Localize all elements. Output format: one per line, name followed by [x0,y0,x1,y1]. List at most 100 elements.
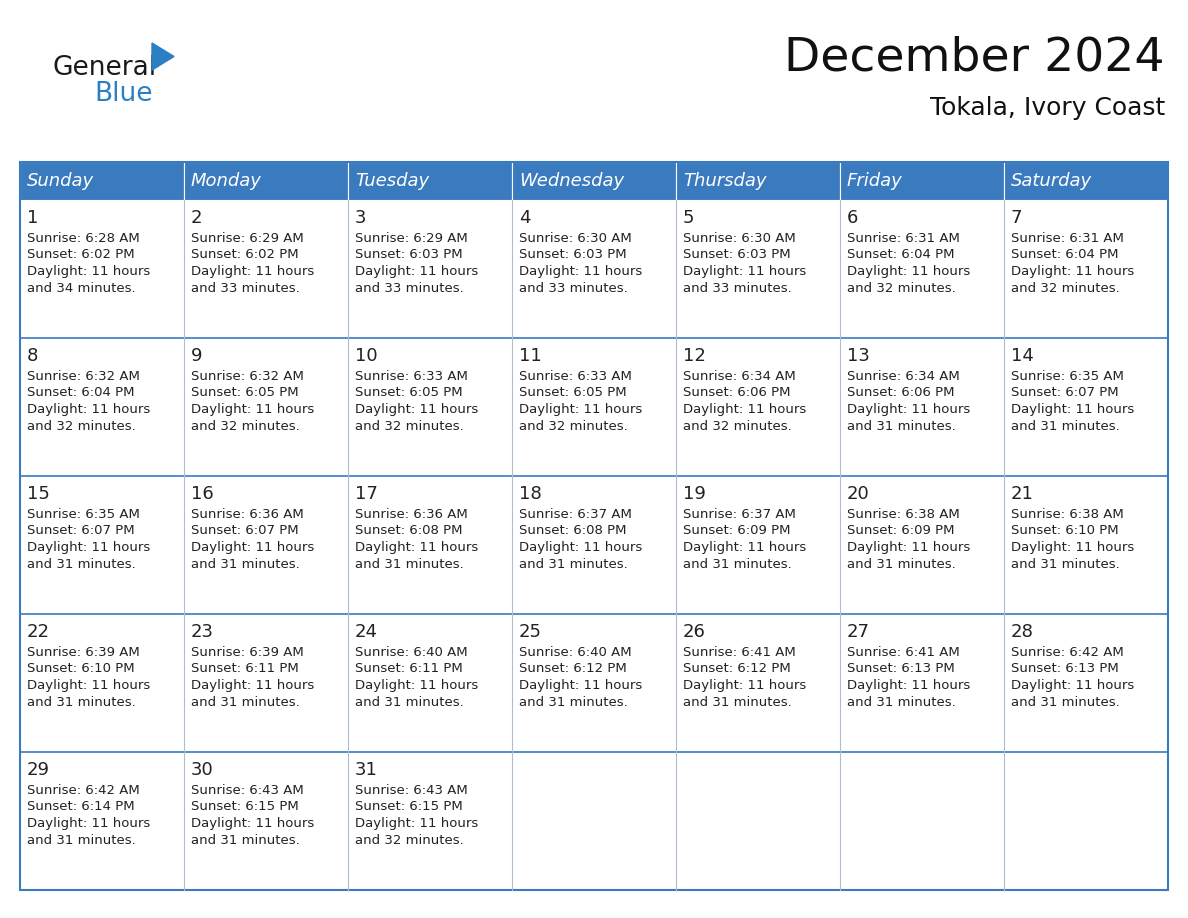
Text: Sunset: 6:05 PM: Sunset: 6:05 PM [191,386,298,399]
Bar [184,614,348,752]
Text: Sunrise: 6:37 AM: Sunrise: 6:37 AM [683,508,796,521]
Text: Sunset: 6:14 PM: Sunset: 6:14 PM [27,800,134,813]
Text: Daylight: 11 hours: Daylight: 11 hours [847,265,971,278]
Bar [512,162,676,200]
Text: Sunrise: 6:43 AM: Sunrise: 6:43 AM [355,783,468,797]
Text: Sunset: 6:06 PM: Sunset: 6:06 PM [683,386,790,399]
Text: Sunrise: 6:30 AM: Sunrise: 6:30 AM [683,231,796,244]
Text: 4: 4 [519,209,531,227]
Bar [20,476,184,614]
Text: and 31 minutes.: and 31 minutes. [847,558,956,572]
Text: Tuesday: Tuesday [355,172,429,190]
Text: Sunset: 6:02 PM: Sunset: 6:02 PM [191,249,298,262]
Bar [20,200,184,338]
Text: Daylight: 11 hours: Daylight: 11 hours [683,265,807,278]
Text: Daylight: 11 hours: Daylight: 11 hours [355,265,479,278]
Text: Blue: Blue [94,81,152,107]
Bar [512,752,676,890]
Bar [348,476,512,614]
Text: Sunset: 6:13 PM: Sunset: 6:13 PM [1011,663,1119,676]
Text: and 32 minutes.: and 32 minutes. [683,420,791,433]
Text: Daylight: 11 hours: Daylight: 11 hours [847,404,971,417]
Text: Daylight: 11 hours: Daylight: 11 hours [355,542,479,554]
Text: Sunrise: 6:41 AM: Sunrise: 6:41 AM [847,645,960,658]
Bar [184,162,348,200]
Bar [676,162,840,200]
Bar [840,200,1004,338]
Bar [840,752,1004,890]
Text: 1: 1 [27,209,38,227]
Text: and 32 minutes.: and 32 minutes. [1011,283,1120,296]
Text: and 31 minutes.: and 31 minutes. [1011,558,1120,572]
Text: Daylight: 11 hours: Daylight: 11 hours [191,818,315,831]
Text: Daylight: 11 hours: Daylight: 11 hours [847,679,971,692]
Text: 13: 13 [847,347,870,365]
Text: and 31 minutes.: and 31 minutes. [519,697,627,710]
Text: 15: 15 [27,485,50,503]
Text: Sunrise: 6:38 AM: Sunrise: 6:38 AM [847,508,960,521]
Text: Daylight: 11 hours: Daylight: 11 hours [519,265,643,278]
Text: Sunday: Sunday [27,172,94,190]
Text: 30: 30 [191,761,214,779]
Bar [840,614,1004,752]
Text: 12: 12 [683,347,706,365]
Bar [184,338,348,476]
Text: 29: 29 [27,761,50,779]
Text: Daylight: 11 hours: Daylight: 11 hours [847,542,971,554]
Text: and 31 minutes.: and 31 minutes. [27,697,135,710]
Text: Sunrise: 6:41 AM: Sunrise: 6:41 AM [683,645,796,658]
Text: Sunrise: 6:35 AM: Sunrise: 6:35 AM [1011,370,1124,383]
Text: Sunrise: 6:35 AM: Sunrise: 6:35 AM [27,508,140,521]
Bar [840,476,1004,614]
Bar [348,200,512,338]
Bar [20,162,1168,890]
Text: Sunrise: 6:28 AM: Sunrise: 6:28 AM [27,231,140,244]
Text: and 31 minutes.: and 31 minutes. [27,834,135,847]
Text: Daylight: 11 hours: Daylight: 11 hours [191,679,315,692]
Bar [512,476,676,614]
Text: 16: 16 [191,485,214,503]
Text: 23: 23 [191,623,214,641]
Text: 5: 5 [683,209,695,227]
Text: and 33 minutes.: and 33 minutes. [191,283,299,296]
Text: 11: 11 [519,347,542,365]
Text: Sunset: 6:11 PM: Sunset: 6:11 PM [355,663,463,676]
Text: Daylight: 11 hours: Daylight: 11 hours [1011,542,1135,554]
Bar [512,614,676,752]
Text: Sunset: 6:08 PM: Sunset: 6:08 PM [519,524,626,538]
Bar [184,200,348,338]
Text: Sunrise: 6:40 AM: Sunrise: 6:40 AM [355,645,468,658]
Text: December 2024: December 2024 [784,36,1165,81]
Text: Daylight: 11 hours: Daylight: 11 hours [519,404,643,417]
Bar [676,752,840,890]
Text: Sunset: 6:05 PM: Sunset: 6:05 PM [355,386,462,399]
Text: and 31 minutes.: and 31 minutes. [191,834,299,847]
Text: and 31 minutes.: and 31 minutes. [355,558,463,572]
Text: and 31 minutes.: and 31 minutes. [355,697,463,710]
Text: 28: 28 [1011,623,1034,641]
Bar [184,476,348,614]
Text: and 33 minutes.: and 33 minutes. [519,283,627,296]
Text: 9: 9 [191,347,202,365]
Text: and 31 minutes.: and 31 minutes. [683,697,791,710]
Text: 14: 14 [1011,347,1034,365]
Text: 22: 22 [27,623,50,641]
Bar [512,338,676,476]
Bar [184,752,348,890]
Text: Daylight: 11 hours: Daylight: 11 hours [355,818,479,831]
Bar [840,338,1004,476]
Bar [1004,338,1168,476]
Text: Sunset: 6:06 PM: Sunset: 6:06 PM [847,386,954,399]
Bar [348,338,512,476]
Bar [20,162,184,200]
Text: Sunset: 6:13 PM: Sunset: 6:13 PM [847,663,955,676]
Text: Sunset: 6:04 PM: Sunset: 6:04 PM [1011,249,1118,262]
Text: Sunset: 6:09 PM: Sunset: 6:09 PM [847,524,954,538]
Text: Daylight: 11 hours: Daylight: 11 hours [355,404,479,417]
Bar [1004,752,1168,890]
Text: 19: 19 [683,485,706,503]
Text: Sunrise: 6:38 AM: Sunrise: 6:38 AM [1011,508,1124,521]
Text: Sunset: 6:07 PM: Sunset: 6:07 PM [191,524,298,538]
Text: Sunrise: 6:37 AM: Sunrise: 6:37 AM [519,508,632,521]
Text: Sunrise: 6:31 AM: Sunrise: 6:31 AM [847,231,960,244]
